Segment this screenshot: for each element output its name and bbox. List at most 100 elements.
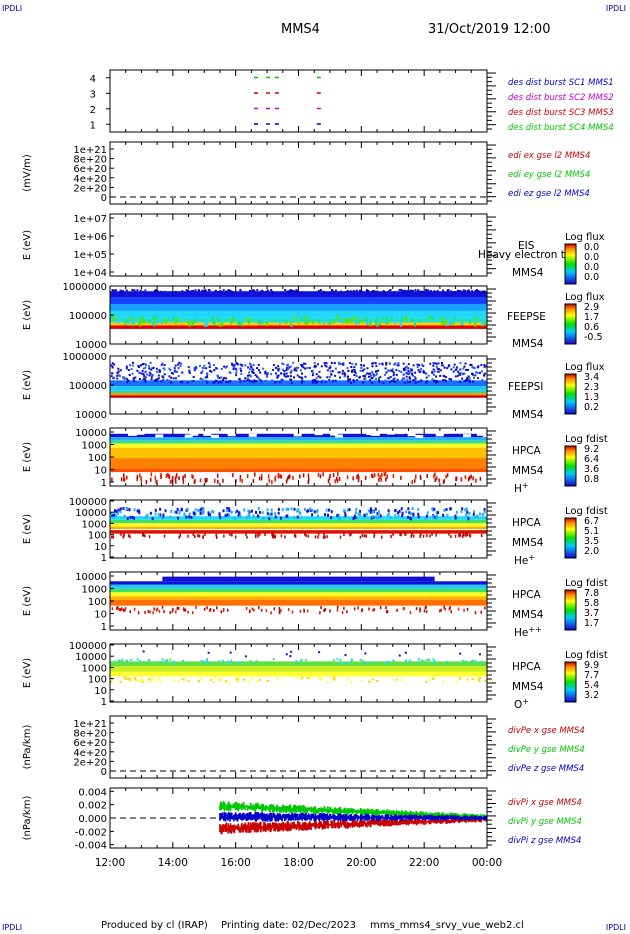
hpca-o-panel-cell — [272, 658, 275, 661]
feepse-panel-cell — [131, 288, 134, 291]
hpca-he2-panel-cell — [457, 607, 460, 611]
feepse-panel-cell — [344, 291, 347, 294]
feepse-panel-cell — [138, 317, 141, 322]
hpca-h-panel-cell — [415, 474, 417, 479]
hpca-o-panel-species-label: O+ — [514, 697, 529, 711]
feepse-panel-cell — [238, 321, 241, 326]
feepse-panel-cell — [445, 320, 448, 325]
feepse-panel-ytick-label: 100000 — [69, 311, 107, 322]
feepsi-panel-cell — [387, 377, 390, 380]
hpca-he1-panel-cell — [450, 535, 452, 539]
hpca-h-panel-cell — [214, 478, 216, 483]
feepse-panel-band — [110, 317, 487, 323]
hpca-he1-panel-cell — [212, 510, 215, 514]
hpca-he1-panel-cell — [159, 513, 162, 517]
feepse-panel-cell — [221, 322, 224, 327]
feepsi-panel-cell — [127, 380, 130, 383]
feepsi-panel-cell — [264, 379, 267, 382]
hpca-he1-panel-cell — [170, 509, 173, 513]
feepsi-panel-cell — [474, 374, 477, 377]
feepsi-panel-cell — [424, 372, 427, 375]
hpca-he1-panel-cell — [474, 515, 477, 519]
feepse-panel-cell — [429, 315, 432, 320]
hpca-o-panel-ylabel: E (eV) — [22, 658, 33, 688]
feepse-panel-cell — [247, 320, 250, 325]
hpca-he2-panel-cell — [480, 610, 482, 614]
hpca-o-panel-band — [110, 671, 487, 677]
feepse-panel-cell — [411, 318, 414, 323]
feepsi-panel-cell — [117, 367, 120, 370]
hpca-h-panel-cell — [379, 474, 381, 479]
hpca-o-panel-colorbar-tick: 7.7 — [584, 670, 599, 681]
feepsi-panel-cell — [360, 366, 363, 369]
hpca-o-panel-cell — [465, 660, 468, 663]
feepsi-panel-cell — [468, 377, 471, 380]
hpca-he1-panel-species-label: He+ — [514, 553, 535, 567]
hpca-he1-panel-cell — [188, 512, 191, 516]
hpca-he2-panel-cell — [175, 610, 177, 614]
feepsi-panel-cell — [289, 365, 292, 368]
hpca-o-panel-cell — [250, 678, 253, 681]
feepsi-panel-cell — [162, 376, 165, 379]
feepsi-panel-cell — [255, 375, 258, 378]
hpca-o-panel-cell — [237, 677, 240, 680]
feepsi-panel-cell — [222, 379, 225, 382]
feepsi-panel-cell — [319, 376, 322, 379]
hpca-he1-panel-cell — [316, 514, 319, 518]
hpca-h-panel-cell — [343, 430, 352, 434]
hpca-he1-panel-cell — [436, 514, 439, 518]
feepse-panel-cell — [289, 320, 292, 325]
hpca-o-panel-cell — [142, 680, 145, 683]
feepse-panel-cell — [265, 322, 268, 327]
hpca-o-panel-colorbar-tick: 5.4 — [584, 680, 599, 691]
hpca-he1-panel-cell — [484, 516, 487, 520]
feepsi-panel-cell — [274, 366, 277, 369]
burst-panel-legend-entry: des dist burst SC1 MMS1 — [508, 78, 614, 88]
hpca-he2-panel-cell — [171, 609, 174, 613]
hpca-o-panel-cell — [172, 660, 175, 663]
hpca-he2-panel-cell — [303, 609, 305, 613]
edi-panel-ytick-label: 0 — [101, 193, 107, 204]
feepsi-panel-cell — [352, 379, 355, 382]
hpca-h-panel-cell — [433, 474, 435, 479]
hpca-o-panel-cell — [345, 662, 348, 665]
hpca-h-panel-cell — [140, 478, 143, 483]
feepse-panel-cell — [441, 320, 444, 325]
feepsi-panel-cell — [223, 376, 226, 379]
feepse-panel-cell — [388, 315, 391, 320]
hpca-he1-panel-cell — [305, 533, 307, 537]
feepsi-panel-cell — [231, 362, 234, 365]
hpca-h-panel-cell — [472, 476, 474, 481]
hpca-he1-panel-cell — [245, 516, 248, 520]
feepsi-panel-cell — [205, 367, 208, 370]
feepsi-panel-cell — [131, 361, 134, 364]
hpca-o-panel-cell — [433, 660, 436, 663]
feepsi-panel-cell — [398, 370, 401, 373]
hpca-o-panel-cell — [372, 661, 375, 664]
hpca-he1-panel-cell — [129, 515, 132, 519]
feepsi-panel-cell — [409, 377, 412, 380]
hpca-h-panel-cell — [407, 433, 416, 437]
hpca-o-panel-cell — [241, 661, 244, 664]
hpca-h-panel-cell — [210, 434, 219, 438]
hpca-h-panel-cell — [438, 478, 440, 483]
feepse-panel-cell — [450, 290, 453, 293]
feepsi-panel-cell — [362, 364, 365, 367]
hpca-he1-panel-cell — [303, 507, 306, 511]
hpca-o-panel-cell — [299, 660, 302, 663]
hpca-he2-panel-colorbar — [564, 589, 577, 631]
feepse-panel-cell — [220, 291, 223, 294]
hpca-h-panel-cell — [222, 478, 224, 483]
feepsi-panel-cell — [326, 369, 329, 372]
hpca-he2-panel-ylabel: E (eV) — [22, 586, 33, 616]
feepsi-panel-cell — [235, 372, 238, 375]
feepsi-panel-cell — [231, 363, 234, 366]
hpca-he1-panel-cell — [192, 532, 195, 536]
hpca-he1-panel-cell — [279, 516, 282, 520]
hpca-he1-panel-cell — [112, 513, 115, 517]
feepsi-panel-cell — [201, 370, 204, 373]
feepsi-panel-cell — [393, 363, 396, 366]
feepsi-panel-cell — [410, 372, 413, 375]
hpca-o-panel-band — [110, 661, 487, 667]
hpca-h-panel-cell — [435, 433, 444, 437]
